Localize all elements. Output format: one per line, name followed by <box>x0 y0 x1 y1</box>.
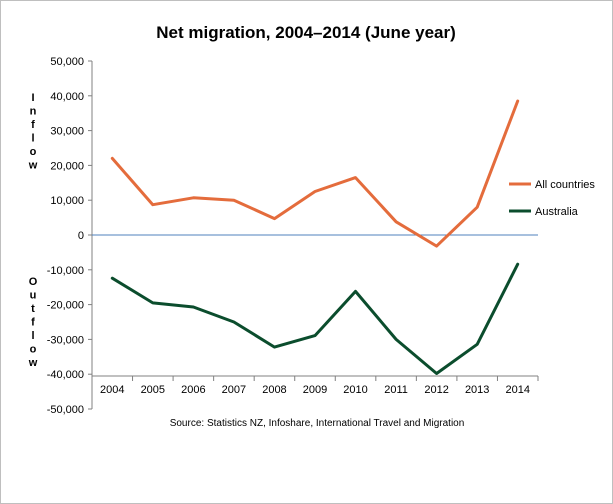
x-tick-label: 2008 <box>262 384 286 396</box>
y-tick-label: 10,000 <box>50 195 84 207</box>
x-axis: 2004 2005 2006 2007 2008 2009 2010 2011 2012 2013… <box>91 375 539 396</box>
x-tick-label: 2013 <box>465 384 489 396</box>
x-tick-label: 2012 <box>424 384 448 396</box>
x-tick-label: 2014 <box>505 384 529 396</box>
x-tick-label: 2004 <box>100 384 124 396</box>
y-tick-label: 30,000 <box>50 126 84 138</box>
x-tick-label: 2011 <box>384 384 408 396</box>
y-tick-label: -50,000 <box>47 404 84 416</box>
y-tick-label: 20,000 <box>50 160 84 172</box>
legend-label: Australia <box>535 206 579 218</box>
x-tick-label: 2006 <box>181 384 205 396</box>
x-tick-label: 2009 <box>303 384 327 396</box>
chart-title: Net migration, 2004–2014 (June year) <box>156 23 456 42</box>
y-tick-label: -40,000 <box>47 369 84 381</box>
x-tick-label: 2007 <box>222 384 246 396</box>
y-tick-label: -10,000 <box>47 265 84 277</box>
y-tick-label: 50,000 <box>50 56 84 68</box>
series-lines <box>110 99 520 375</box>
x-tick-label: 2005 <box>141 384 165 396</box>
series-line-all-countries <box>110 99 520 248</box>
series-line-australia <box>110 262 520 375</box>
y-axis: -50,000 -40,000 -30,000 -20,000 -10,000 0 10,0… <box>47 56 538 416</box>
y-tick-label: 40,000 <box>50 91 84 103</box>
x-tick-label: 2010 <box>343 384 367 396</box>
y-tick-label: -30,000 <box>47 334 84 346</box>
legend-label: All countries <box>535 179 595 191</box>
y-tick-label: 0 <box>78 230 84 242</box>
legend: All countries Australia <box>509 179 595 218</box>
y-tick-label: -20,000 <box>47 300 84 312</box>
source-note: Source: Statistics NZ, Infoshare, Intern… <box>170 418 465 429</box>
